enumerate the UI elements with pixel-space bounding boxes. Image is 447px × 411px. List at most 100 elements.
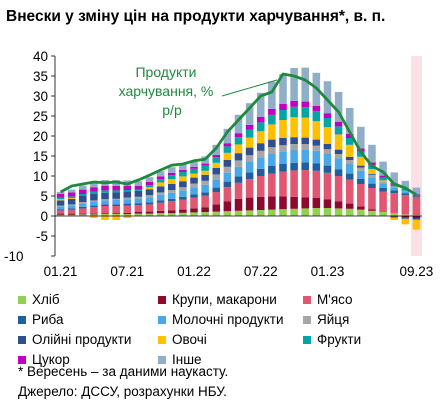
bar-segment — [212, 187, 221, 192]
bar-segment — [379, 177, 387, 181]
legend-label: Яйця — [317, 312, 350, 327]
legend-label: М'ясо — [317, 292, 353, 307]
bar-segment — [279, 145, 287, 152]
bar-segment — [379, 161, 387, 176]
legend-swatch — [18, 335, 26, 344]
bar-segment — [290, 68, 298, 101]
bar-segment — [79, 214, 87, 216]
bar-segment — [123, 205, 132, 213]
bar-segment — [112, 204, 120, 206]
bar-segment — [201, 174, 209, 181]
bar-segment — [412, 216, 421, 218]
bar-segment — [179, 209, 187, 213]
bar-segment — [190, 177, 198, 184]
bar-segment — [156, 192, 165, 195]
bar-segment — [212, 157, 221, 163]
bar-segment — [312, 208, 321, 216]
bar-segment — [67, 196, 76, 198]
bar-segment — [67, 209, 76, 214]
bar-segment — [301, 162, 310, 170]
legend-swatch — [18, 355, 26, 364]
bar-segment — [212, 162, 221, 168]
bar-segment — [212, 174, 221, 180]
bar-segment — [256, 122, 265, 132]
bar-segment — [401, 217, 410, 219]
x-tick-label: 01.23 — [311, 264, 345, 279]
bar-segment — [401, 214, 410, 216]
bar-segment — [67, 204, 76, 206]
bar-segment — [56, 209, 65, 211]
legend-swatch — [158, 315, 166, 324]
bar-segment — [301, 149, 310, 163]
bar-segment — [245, 179, 254, 198]
legend-swatch — [18, 315, 26, 324]
x-tick-label: 01.22 — [177, 264, 211, 279]
bar-segment — [334, 149, 343, 154]
legend-item: Овочі — [158, 332, 207, 347]
bar-segment — [134, 205, 143, 212]
bar-segment — [79, 196, 87, 202]
legend-label: Олійні продукти — [32, 332, 132, 347]
food-inflation-line — [59, 72, 418, 196]
line-annotation-text: харчування, % — [119, 83, 214, 99]
bar-segment — [268, 196, 276, 210]
legend-label: Цукор — [32, 352, 70, 367]
bar-segment — [323, 199, 332, 208]
bar-segment — [323, 144, 332, 150]
bar-segment — [112, 213, 120, 214]
legend-label: Крупи, макарони — [172, 292, 277, 307]
bar-segment — [145, 211, 154, 214]
bar-segment — [256, 143, 265, 151]
bar-segment — [245, 172, 254, 180]
bar-segment — [401, 180, 410, 190]
bar-segment — [156, 194, 165, 201]
bar-segment — [412, 219, 421, 230]
bar-segment — [268, 166, 276, 174]
bar-segment — [379, 191, 387, 212]
bar-segment — [201, 207, 209, 212]
bar-segment — [101, 190, 109, 193]
legend-swatch — [18, 295, 26, 304]
bar-segment — [156, 171, 165, 177]
bar-segment — [279, 151, 287, 164]
bar-segment — [368, 183, 376, 188]
bar-segment — [145, 187, 154, 190]
bar-segment — [79, 206, 87, 209]
bar-segment — [245, 137, 254, 148]
bar-segment — [334, 208, 343, 216]
bar-segment — [145, 177, 154, 182]
bar-segment — [179, 170, 187, 172]
y-tick-label: 15 — [33, 149, 48, 164]
bar-segment — [190, 208, 198, 213]
bar-segment — [167, 198, 176, 202]
bar-segment — [245, 103, 254, 125]
legend-item: Інше — [158, 352, 202, 367]
legend-label: Молочні продукти — [172, 312, 284, 327]
bar-segment — [156, 186, 165, 193]
bar-segment — [145, 195, 154, 198]
bar-segment — [101, 213, 109, 214]
bar-segment — [256, 157, 265, 169]
bar-segment — [379, 181, 387, 184]
bar-segment — [56, 194, 65, 198]
bar-segment — [123, 199, 132, 204]
bar-segment — [179, 190, 187, 197]
bar-segment — [256, 176, 265, 197]
legend-item: Фрукти — [303, 332, 361, 347]
bar-segment — [112, 214, 120, 216]
bar-segment — [201, 212, 209, 216]
bar-segment — [156, 210, 165, 214]
bar-segment — [256, 131, 265, 144]
bar-segment — [279, 164, 287, 172]
bar-segment — [234, 114, 243, 134]
bar-segment — [223, 187, 232, 202]
bar-segment — [145, 213, 154, 216]
bar-segment — [323, 118, 332, 128]
bar-segment — [268, 114, 276, 125]
bar-segment — [234, 160, 243, 167]
bar-segment — [368, 210, 376, 216]
bar-segment — [345, 179, 354, 204]
bar-segment — [223, 201, 232, 212]
bar-segment — [234, 144, 243, 154]
bar-segment — [345, 108, 354, 134]
